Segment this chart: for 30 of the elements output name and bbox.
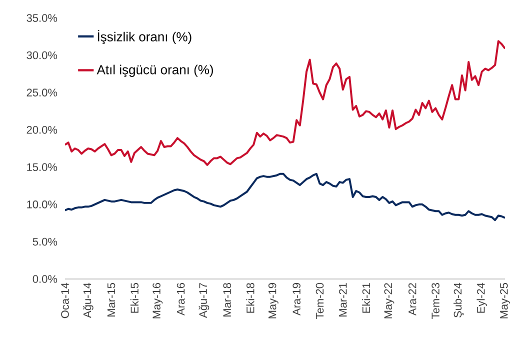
x-tick-label: Eki-15 [130, 282, 139, 313]
x-tick-label: Mar-21 [338, 283, 347, 316]
x-tick-label: Eyl-24 [476, 282, 487, 313]
y-tick-label: 0.0% [32, 275, 58, 283]
y-tick-label: 25.0% [26, 88, 58, 96]
legend-label: Atıl işgücü oranı (%) [96, 64, 213, 77]
y-tick-label: 20.0% [26, 126, 58, 134]
x-tick-label: Oca-14 [61, 282, 69, 318]
x-tick-label: Ara-16 [176, 283, 185, 316]
y-tick-label: 15.0% [27, 163, 58, 172]
x-tick-label: Eki-21 [362, 283, 370, 313]
x-tick-label: Ara-22 [408, 283, 416, 316]
x-tick-label: Tem-23 [432, 282, 440, 319]
x-tick-label: May-19 [268, 283, 278, 318]
x-tick-label: May-25 [500, 282, 510, 318]
x-tick-label: May-22 [384, 283, 394, 318]
x-tick-label: Ara-19 [292, 283, 300, 316]
y-tick-label: 30.0% [26, 51, 58, 60]
y-tick-label: 35.0% [26, 14, 58, 22]
y-tick-label: 5.0% [32, 238, 58, 246]
y-tick-label: 10.0% [27, 200, 58, 208]
x-tick-label: Eki-18 [246, 283, 254, 313]
x-tick-label: Ağu-17 [198, 283, 210, 318]
x-tick-label: Tem-20 [316, 282, 324, 319]
x-tick-label: Mar-15 [107, 282, 116, 316]
x-tick-label: Ağu-14 [82, 282, 94, 318]
legend-label: İşsizlik oranı (%) [98, 30, 192, 44]
x-tick-label: Mar-18 [223, 283, 232, 316]
x-tick-label: Şub-24 [454, 282, 464, 318]
x-tick-label: May-16 [152, 283, 163, 318]
